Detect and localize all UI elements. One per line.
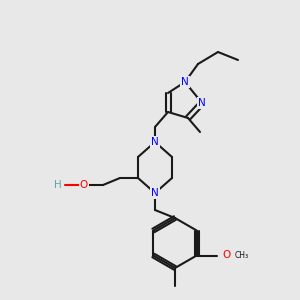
- Text: N: N: [151, 137, 159, 147]
- Text: CH₃: CH₃: [235, 251, 249, 260]
- Text: N: N: [151, 188, 159, 198]
- Text: O: O: [223, 250, 231, 260]
- Text: H: H: [54, 180, 62, 190]
- Text: N: N: [181, 77, 189, 87]
- Text: O: O: [80, 180, 88, 190]
- Text: N: N: [198, 98, 206, 108]
